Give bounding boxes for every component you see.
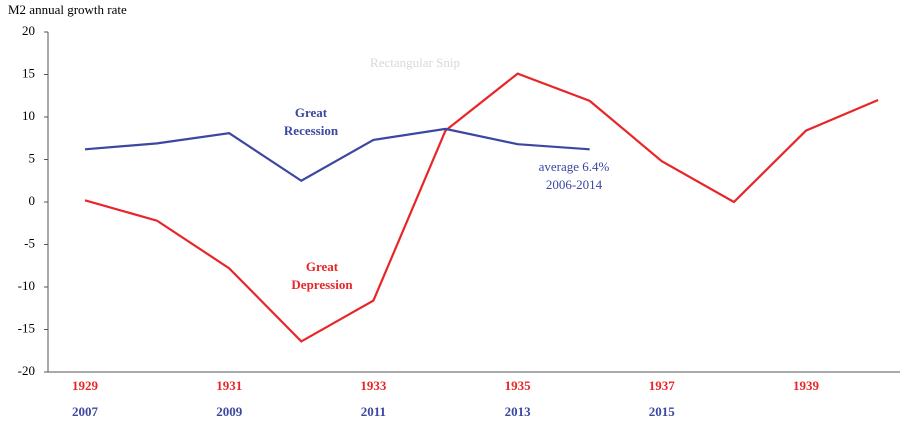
- x-tick-label: 2007: [72, 404, 99, 419]
- y-tick-label: 20: [22, 23, 35, 38]
- y-tick-label: 5: [29, 150, 36, 165]
- annotation: Great: [306, 259, 339, 274]
- x-tick-label: 1935: [505, 378, 532, 393]
- y-tick-label: -20: [18, 363, 35, 378]
- y-axis-label: M2 annual growth rate: [8, 2, 127, 17]
- x-tick-label: 1937: [649, 378, 676, 393]
- x-tick-label: 2009: [216, 404, 243, 419]
- annotation: Rectangular Snip: [370, 55, 460, 70]
- annotation: average 6.4%: [539, 159, 610, 174]
- y-tick-label: 10: [22, 108, 35, 123]
- y-tick-label: 0: [29, 193, 36, 208]
- y-tick-label: -15: [18, 320, 35, 335]
- x-tick-label: 1933: [360, 378, 387, 393]
- annotation: Great: [295, 105, 328, 120]
- series-line: [84, 127, 590, 183]
- x-tick-label: 2015: [649, 404, 676, 419]
- x-tick-label: 1931: [216, 378, 242, 393]
- x-tick-label: 2011: [361, 404, 386, 419]
- annotation: Recession: [284, 123, 339, 138]
- x-tick-label: 2013: [505, 404, 532, 419]
- x-tick-label: 1929: [72, 378, 99, 393]
- y-tick-label: -5: [24, 235, 35, 250]
- series-line: [84, 72, 879, 343]
- y-tick-label: -10: [18, 278, 35, 293]
- x-tick-label: 1939: [793, 378, 820, 393]
- annotation: Depression: [291, 277, 353, 292]
- annotation: 2006-2014: [546, 177, 603, 192]
- y-tick-label: 15: [22, 65, 35, 80]
